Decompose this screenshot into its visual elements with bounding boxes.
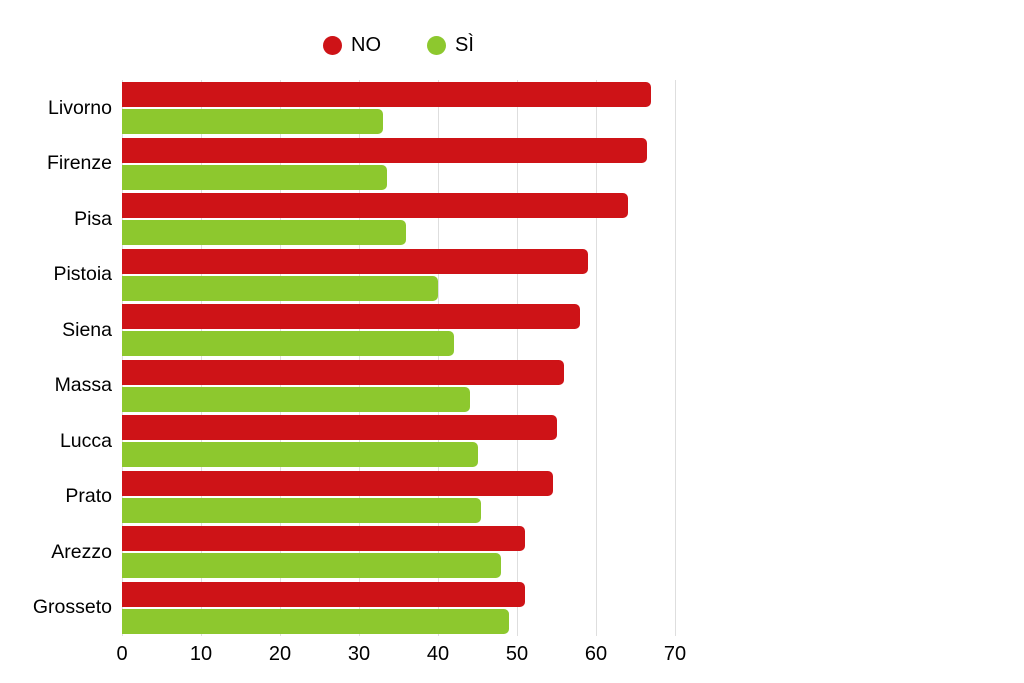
x-tick-label-40: 40 [426, 643, 450, 665]
bar-group-livorno [122, 82, 675, 134]
bar-no-lucca [122, 415, 557, 441]
bar-no-livorno [122, 82, 652, 107]
bar-sì-pisa [122, 220, 407, 246]
bar-no-pistoia [122, 248, 589, 274]
bar-group-siena [122, 304, 675, 357]
category-label-firenze: Firenze [46, 152, 112, 175]
x-tick-label-70: 70 [663, 643, 687, 665]
category-label-arezzo: Arezzo [51, 540, 112, 563]
gridline-30 [359, 80, 360, 636]
legend-item-no: NO [323, 34, 381, 57]
category-label-livorno: Livorno [48, 96, 112, 119]
x-tick-label-10: 10 [189, 643, 213, 665]
legend: NO SÌ [122, 33, 675, 57]
bar-sì-grosseto [122, 608, 510, 634]
category-row-prato: Prato [0, 470, 675, 523]
bar-no-arezzo [122, 526, 525, 552]
bar-no-siena [122, 304, 581, 330]
bar-group-arezzo [122, 526, 675, 579]
bar-sì-livorno [122, 109, 383, 134]
bar-sì-lucca [122, 442, 478, 468]
bar-no-massa [122, 359, 565, 385]
gridline-40 [438, 80, 439, 636]
category-label-grosseto: Grosseto [32, 596, 112, 619]
bar-sì-massa [122, 386, 470, 412]
category-label-pistoia: Pistoia [53, 263, 112, 286]
gridline-0 [122, 80, 123, 636]
category-row-firenze: Firenze [0, 137, 675, 190]
bar-group-firenze [122, 137, 675, 190]
x-tick-label-30: 30 [347, 643, 371, 665]
bar-sì-arezzo [122, 553, 502, 579]
bar-group-massa [122, 359, 675, 412]
legend-dot-no-icon [323, 35, 343, 55]
bar-group-pisa [122, 193, 675, 246]
legend-label-si: SÌ [455, 33, 474, 56]
bar-sì-prato [122, 497, 482, 523]
x-tick-label-60: 60 [584, 643, 608, 665]
x-tick-label-20: 20 [268, 643, 292, 665]
legend-label-no: NO [351, 33, 382, 56]
gridline-60 [596, 80, 597, 636]
bar-no-prato [122, 470, 553, 496]
bar-group-lucca [122, 415, 675, 468]
x-tick-label-50: 50 [505, 643, 529, 665]
category-row-siena: Siena [0, 304, 675, 357]
category-label-prato: Prato [65, 485, 112, 508]
bar-no-grosseto [122, 581, 525, 607]
bar-group-grosseto [122, 581, 675, 634]
category-row-lucca: Lucca [0, 415, 675, 468]
category-row-arezzo: Arezzo [0, 526, 675, 579]
plot-rows: Livorno Firenze Pisa Pistoia Siena Massa Lucca… [0, 82, 675, 634]
legend-item-si: SÌ [427, 34, 474, 57]
category-label-siena: Siena [62, 318, 112, 341]
legend-dot-si-icon [427, 35, 447, 55]
category-row-pisa: Pisa [0, 193, 675, 246]
gridline-50 [517, 80, 518, 636]
bar-no-pisa [122, 193, 628, 219]
bar-group-pistoia [122, 248, 675, 301]
gridline-20 [280, 80, 281, 636]
bar-sì-pistoia [122, 275, 438, 301]
bar-sì-siena [122, 331, 454, 357]
gridline-70 [675, 80, 676, 636]
gridlines [122, 80, 676, 636]
category-label-massa: Massa [54, 374, 112, 397]
category-row-livorno: Livorno [0, 82, 675, 134]
bar-sì-firenze [122, 164, 387, 190]
category-row-grosseto: Grosseto [0, 581, 675, 634]
category-row-pistoia: Pistoia [0, 248, 675, 301]
x-tick-label-0: 0 [116, 643, 128, 665]
bar-no-firenze [122, 137, 648, 163]
gridline-10 [201, 80, 202, 636]
category-row-massa: Massa [0, 359, 675, 412]
category-label-lucca: Lucca [59, 429, 112, 452]
category-label-pisa: Pisa [74, 207, 112, 230]
bar-group-prato [122, 470, 675, 523]
x-axis: 0 10 20 30 40 50 60 70 [116, 643, 686, 667]
